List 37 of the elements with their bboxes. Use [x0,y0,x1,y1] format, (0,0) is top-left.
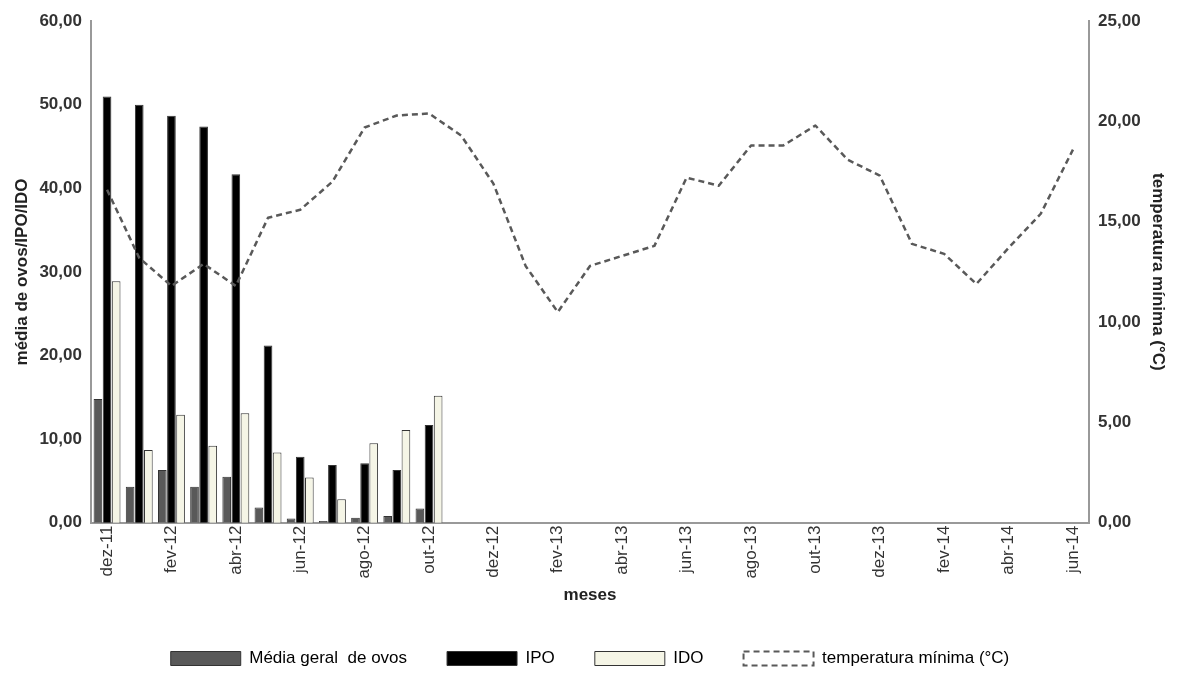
y2-tick-label: 15,00 [1098,211,1141,231]
x-tick-label: jun-13 [676,525,696,574]
y2-tick-label: 10,00 [1098,311,1141,331]
y-tick-label: 50,00 [39,94,82,114]
x-tick-label: dez-13 [869,525,889,578]
legend-label: Média geral de ovos [249,648,408,668]
x-tick-label: ago-13 [740,525,760,579]
x-tick-label: fev-13 [547,525,567,573]
y2-tick-label: 20,00 [1098,111,1141,131]
legend-label: IDO [673,648,704,668]
line-series [105,112,1075,314]
x-tick-label: abr-13 [611,525,631,575]
y-tick-label: 10,00 [39,428,82,448]
legend-label: IPO [525,648,555,668]
x-tick-label: fev-12 [161,525,181,573]
y-tick-label: 30,00 [39,261,82,281]
x-tick-label: dez-12 [483,525,503,578]
y2-axis-title: temperatura mínima (°C) [1149,173,1169,371]
y-tick-label: 0,00 [48,512,82,532]
y2-tick-label: 5,00 [1098,412,1132,432]
x-tick-label: out-13 [805,525,825,574]
x-tick-label: abr-14 [998,525,1018,575]
x-tick-label: fev-14 [933,525,953,573]
x-axis-title: meses [563,585,617,605]
x-tick-label: jun-12 [289,525,309,574]
x-tick-label: out-12 [418,525,438,574]
x-tick-label: jun-14 [1062,525,1082,574]
legend-label: temperatura mínima (°C) [822,648,1010,668]
y-tick-label: 60,00 [39,10,82,30]
y2-tick-label: 25,00 [1098,10,1141,30]
y-tick-label: 20,00 [39,345,82,365]
y-axis-title: média de ovos/IPO/IDO [11,178,31,366]
y-tick-label: 40,00 [39,178,82,198]
x-tick-label: dez-11 [96,525,116,577]
x-tick-label: abr-12 [225,525,245,575]
x-tick-label: ago-12 [354,525,374,579]
y2-tick-label: 0,00 [1098,512,1132,532]
